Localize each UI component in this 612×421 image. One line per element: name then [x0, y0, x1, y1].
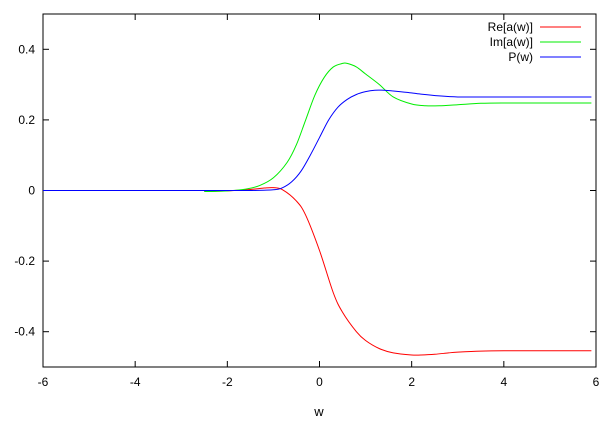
series-line-im-a-w [204, 62, 592, 193]
series-line-re-a-w [204, 187, 592, 356]
x-tick-label: -2 [222, 375, 233, 389]
y-tick-label: -0.4 [14, 325, 35, 339]
x-tick-label: 4 [500, 375, 507, 389]
x-tick-label: 6 [593, 375, 600, 389]
legend-label-im-a-w: Im[a(w)] [490, 35, 533, 49]
series-line-p-w [43, 89, 592, 192]
y-tick-label: 0.4 [18, 42, 35, 56]
x-axis-title: w [313, 404, 324, 419]
x-tick-label: 2 [408, 375, 415, 389]
y-tick-label: 0 [28, 184, 35, 198]
y-tick-label: -0.2 [14, 254, 35, 268]
legend-label-p-w: P(w) [508, 50, 533, 64]
x-tick-label: -4 [130, 375, 141, 389]
y-tick-label: 0.2 [18, 113, 35, 127]
x-tick-label: -6 [38, 375, 49, 389]
x-tick-label: 0 [316, 375, 323, 389]
legend-label-re-a-w: Re[a(w)] [488, 20, 533, 34]
